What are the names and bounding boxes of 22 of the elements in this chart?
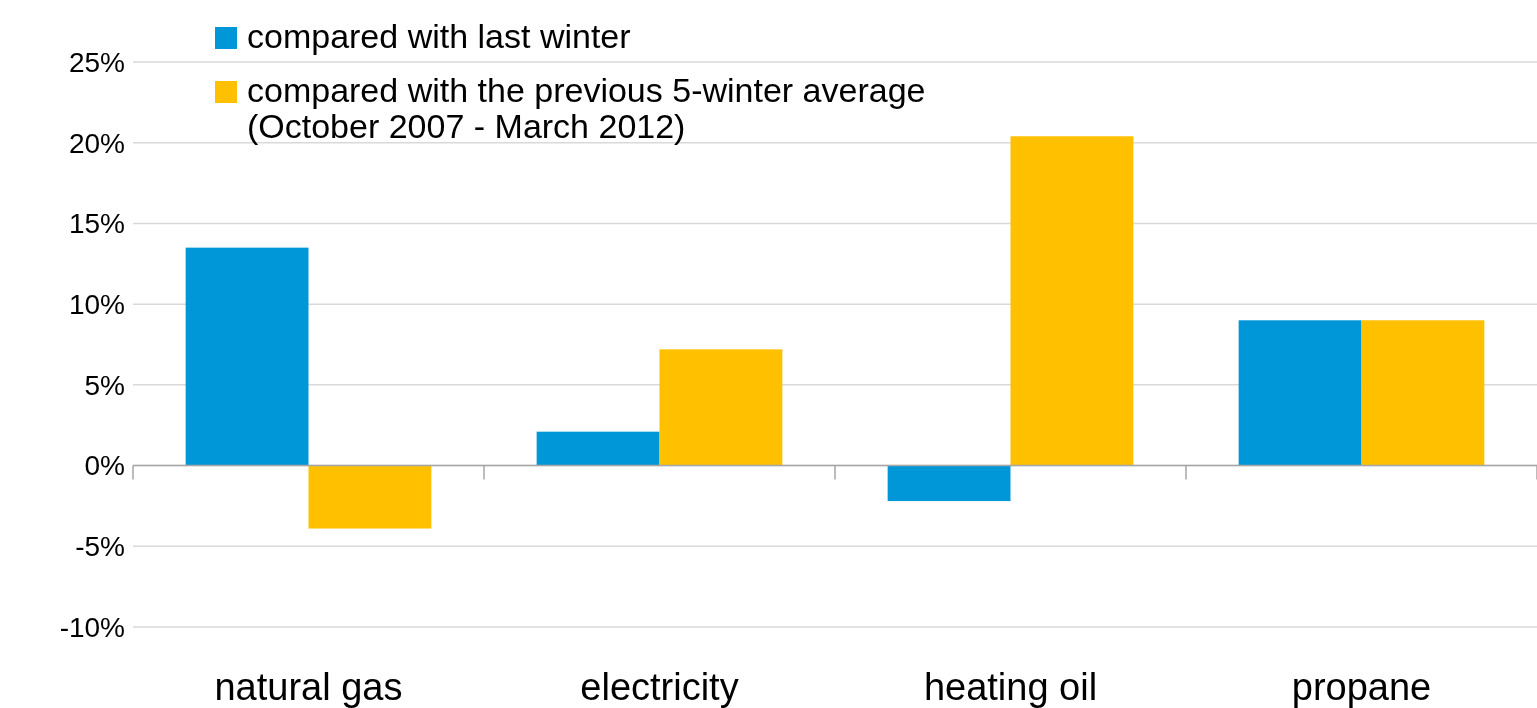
bar xyxy=(1361,320,1485,466)
y-tick-label: -10% xyxy=(59,611,125,643)
x-tick-label: propane xyxy=(1291,666,1432,708)
x-tick-label: heating oil xyxy=(923,666,1098,708)
y-tick-label: -5% xyxy=(75,531,125,563)
y-tick-label: 5% xyxy=(84,369,125,401)
y-tick-label: 20% xyxy=(68,127,125,159)
legend-label: compared with the previous 5-winter average (October 2007 - March 2012) xyxy=(247,71,926,145)
bar xyxy=(659,349,783,466)
bar xyxy=(185,247,309,466)
bar xyxy=(536,431,660,466)
y-tick-label: 0% xyxy=(84,450,125,482)
y-tick-label: 15% xyxy=(68,208,125,240)
bar xyxy=(308,465,432,529)
bar xyxy=(1010,136,1134,466)
bar xyxy=(1238,320,1362,466)
legend-label: compared with last winter xyxy=(247,17,631,55)
bar xyxy=(887,465,1011,502)
y-tick-label: 25% xyxy=(68,46,125,78)
x-tick-label: electricity xyxy=(580,666,739,708)
y-tick-label: 10% xyxy=(68,288,125,320)
x-tick-label: natural gas xyxy=(214,666,403,708)
